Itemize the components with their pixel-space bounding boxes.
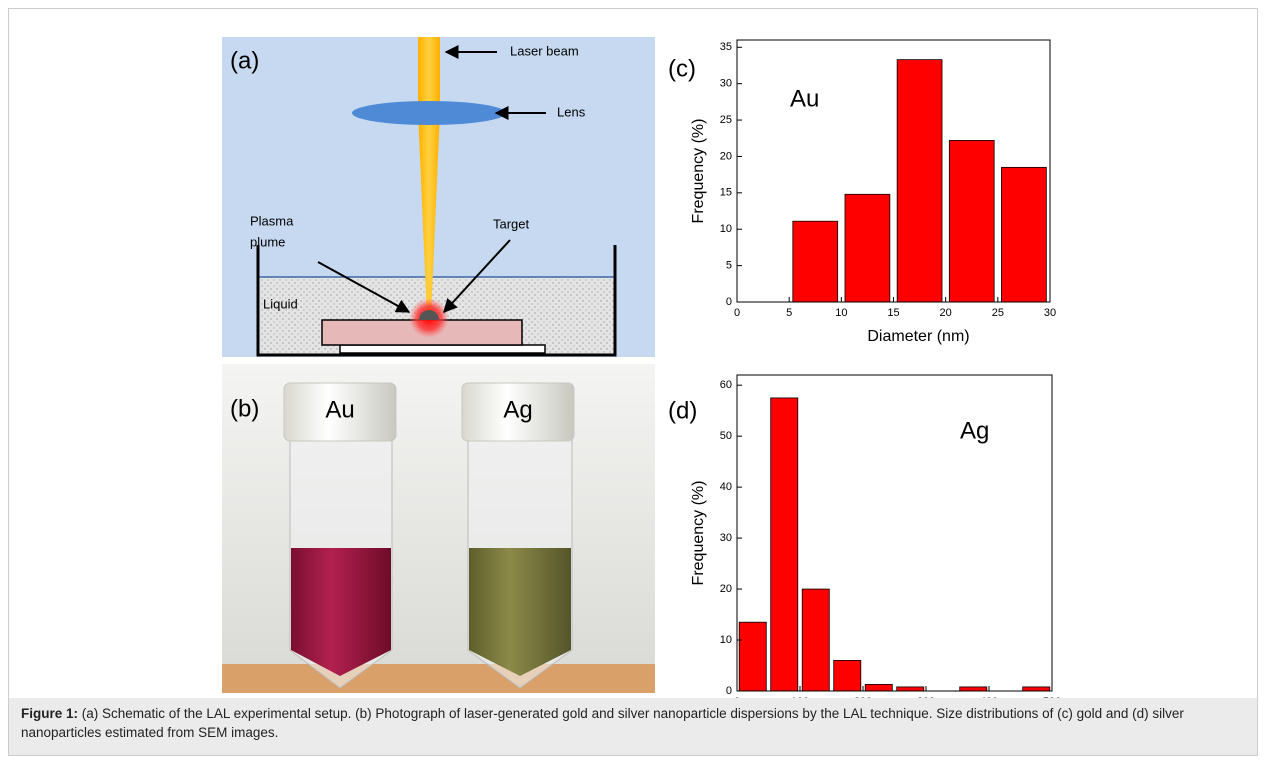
y-tick-label: 10	[720, 223, 732, 235]
y-axis-label: Frequency (%)	[690, 119, 707, 224]
bar	[897, 687, 924, 691]
panel-label: (d)	[668, 397, 697, 424]
caption-label: Figure 1:	[21, 706, 78, 721]
y-tick-label: 50	[720, 430, 732, 442]
label: Lens	[557, 104, 586, 119]
y-tick-label: 0	[726, 685, 732, 697]
caption-text: (a) Schematic of the LAL experimental se…	[21, 706, 1184, 740]
bar	[1001, 167, 1046, 302]
x-tick-label: 10	[835, 307, 847, 319]
bar	[1023, 687, 1050, 691]
label: Au	[325, 396, 354, 423]
y-tick-label: 15	[720, 187, 732, 199]
x-tick-label: 20	[940, 307, 952, 319]
bar	[960, 687, 987, 691]
bar	[897, 60, 942, 302]
photo: (b) Au Ag	[222, 364, 655, 693]
x-tick-label: 30	[1044, 307, 1056, 319]
y-tick-label: 60	[720, 379, 732, 391]
tube-liquid	[291, 548, 391, 676]
x-tick-label: 15	[887, 307, 899, 319]
y-tick-label: 20	[720, 583, 732, 595]
bar	[802, 589, 829, 691]
panel-label: (c)	[668, 55, 696, 82]
page: (a) Laser beam Lens Plasma plume Target …	[0, 0, 1265, 783]
y-tick-label: 30	[720, 78, 732, 90]
y-tick-label: 5	[726, 260, 732, 272]
bar	[771, 398, 798, 691]
y-tick-label: 20	[720, 150, 732, 162]
y-tick-label: 25	[720, 114, 732, 126]
caption: Figure 1: (a) Schematic of the LAL exper…	[9, 698, 1257, 755]
schematic: (a) Laser beam Lens Plasma plume Target …	[222, 37, 655, 357]
base-plate	[340, 345, 545, 353]
y-axis-label: Frequency (%)	[690, 481, 707, 586]
y-tick-label: 40	[720, 481, 732, 493]
tube-liquid	[469, 548, 571, 676]
label: Ag	[503, 396, 532, 423]
bar	[865, 684, 892, 691]
lens	[352, 101, 506, 125]
panel-label: (b)	[230, 395, 259, 422]
bar	[949, 140, 994, 302]
label: Target	[493, 216, 530, 231]
x-tick-label: 5	[786, 307, 792, 319]
label: Liquid	[263, 296, 298, 311]
x-tick-label: 0	[734, 307, 740, 319]
y-tick-label: 30	[720, 532, 732, 544]
table	[222, 664, 655, 693]
label: plume	[250, 234, 285, 249]
bar	[845, 194, 890, 302]
bar	[834, 660, 861, 691]
y-tick-label: 10	[720, 634, 732, 646]
x-axis-label: Diameter (nm)	[867, 328, 969, 345]
panel-label: (a)	[230, 47, 259, 74]
annotation: Ag	[960, 417, 989, 444]
label: Plasma	[250, 213, 294, 228]
y-tick-label: 35	[720, 41, 732, 53]
tube	[462, 383, 574, 688]
tube	[284, 383, 396, 688]
y-tick-label: 0	[726, 296, 732, 308]
annotation: Au	[790, 85, 819, 112]
bar	[739, 622, 766, 691]
bar	[793, 221, 838, 302]
label: Laser beam	[510, 43, 579, 58]
x-tick-label: 25	[992, 307, 1004, 319]
figure: (a) Laser beam Lens Plasma plume Target …	[0, 0, 1265, 698]
